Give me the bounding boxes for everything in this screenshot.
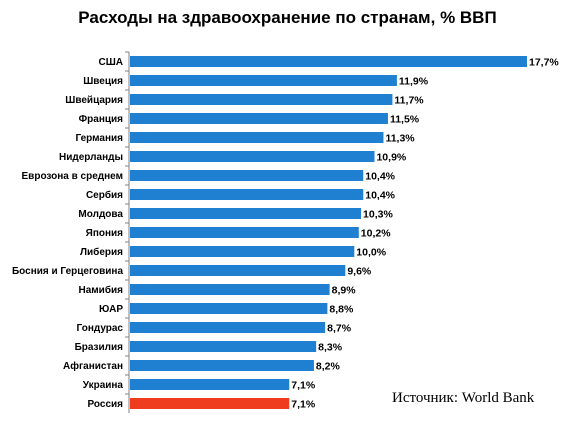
category-label: Бразилия — [75, 342, 124, 353]
bar — [130, 303, 328, 314]
bar — [130, 284, 330, 295]
chart-title: Расходы на здравоохранение по странам, %… — [78, 8, 497, 27]
data-label: 11,3% — [385, 133, 415, 145]
category-label: Франция — [79, 114, 124, 125]
category-label: Швеция — [83, 76, 123, 87]
bar — [130, 379, 290, 390]
data-label: 10,9% — [376, 152, 406, 164]
category-label: Еврозона в среднем — [22, 171, 123, 182]
data-label: 11,9% — [399, 76, 429, 88]
data-label: 9,6% — [347, 266, 372, 278]
bar — [130, 246, 355, 257]
bar — [130, 151, 375, 162]
data-label: 7,1% — [291, 399, 316, 411]
source-note: Источник: World Bank — [392, 390, 535, 406]
data-label: 10,4% — [365, 190, 395, 202]
category-label: Сербия — [86, 189, 123, 201]
data-label: 8,2% — [316, 361, 341, 373]
category-label: Намибия — [79, 284, 124, 296]
bar — [130, 170, 364, 181]
category-label: Афганистан — [63, 360, 123, 372]
category-label: Германия — [75, 133, 123, 144]
category-label: Россия — [87, 399, 123, 410]
bar — [130, 75, 397, 86]
category-label: США — [99, 57, 124, 68]
data-label: 8,8% — [329, 304, 354, 316]
category-label: Босния и Герцеговина — [12, 266, 123, 277]
bar — [130, 113, 388, 124]
category-label: Швейцария — [65, 95, 123, 106]
bar — [130, 56, 527, 67]
data-label: 7,1% — [291, 380, 316, 392]
data-label: 8,3% — [318, 342, 343, 354]
data-label: 17,7% — [529, 57, 559, 69]
category-label: ЮАР — [99, 304, 123, 315]
data-label: 10,3% — [363, 209, 393, 221]
bar — [130, 94, 393, 105]
bar — [130, 322, 326, 333]
category-label: Либерия — [80, 246, 123, 258]
bar — [130, 398, 290, 409]
category-label: Молдова — [78, 209, 123, 220]
bar — [130, 360, 314, 371]
category-label: Нидерланды — [59, 152, 123, 163]
data-label: 8,7% — [327, 323, 352, 335]
bar — [130, 189, 364, 200]
category-label: Япония — [86, 228, 124, 239]
bar — [130, 132, 384, 143]
data-label: 10,2% — [361, 228, 391, 240]
category-label: Гондурас — [77, 323, 124, 334]
bar — [130, 265, 346, 276]
category-label: Украина — [83, 380, 124, 391]
data-label: 8,9% — [332, 285, 357, 297]
bar — [130, 341, 317, 352]
data-label: 11,7% — [394, 95, 424, 107]
bar — [130, 227, 359, 238]
data-label: 10,4% — [365, 171, 395, 183]
data-label: 11,5% — [390, 114, 420, 126]
data-label: 10,0% — [356, 247, 386, 259]
bar — [130, 208, 362, 219]
